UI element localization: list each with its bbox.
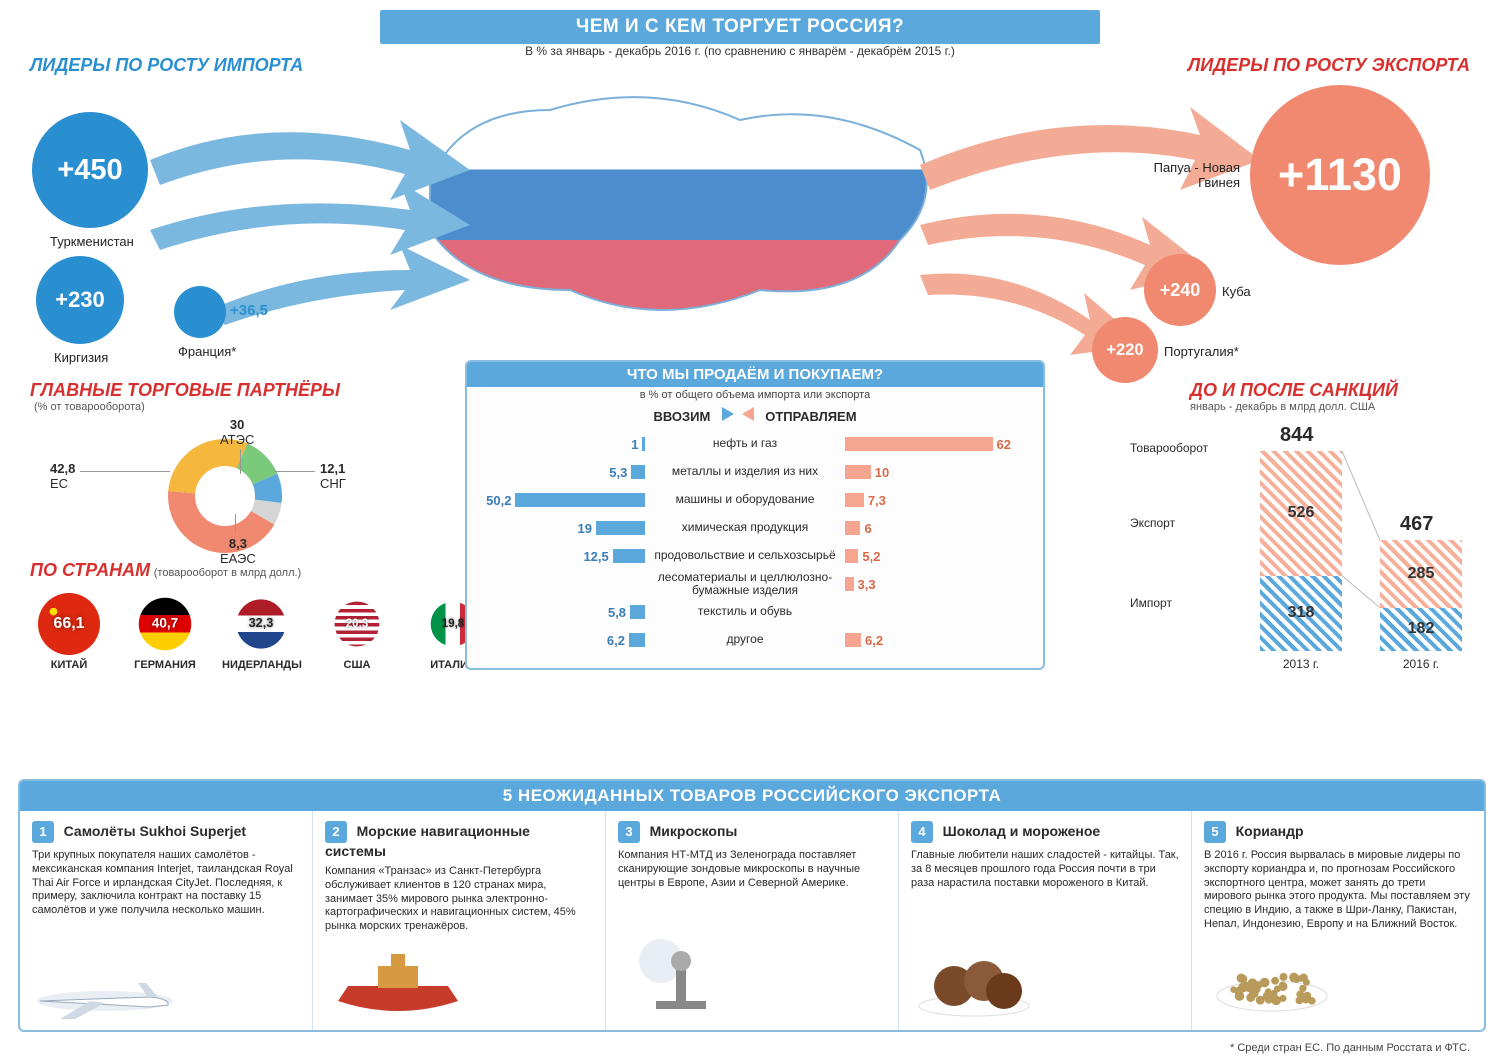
country-item: 40,7 ГЕРМАНИЯ [126, 593, 204, 671]
country-name: США [318, 659, 396, 671]
donut-lbl-apec: 30АТЭС [220, 417, 254, 447]
microscope-icon [616, 931, 726, 1024]
coriander-icon [1202, 941, 1342, 1024]
donut-lbl-cis: 12,1СНГ [320, 461, 346, 491]
growth-bubble-label: Португалия* [1164, 344, 1239, 359]
flag-icon: 32,3 [236, 599, 285, 648]
country-name: ГЕРМАНИЯ [126, 659, 204, 671]
export-card: 5 Кориандр В 2016 г. Россия вырвалась в … [1192, 811, 1484, 1030]
icecream-icon [909, 941, 1039, 1024]
growth-bubble: +1130 [1250, 85, 1430, 265]
page-subtitle: В % за январь - декабрь 2016 г. (по срав… [380, 44, 1100, 58]
country-name: КИТАЙ [30, 659, 108, 671]
structure-row: лесоматериалы и целлюлозно-бумажные изде… [475, 570, 1035, 598]
growth-bubble-label: Куба [1222, 284, 1251, 299]
card-text: Главные любители наших сладостей - китай… [911, 849, 1179, 890]
sanctions-block: ДО И ПОСЛЕ САНКЦИЙ январь - декабрь в мл… [1190, 380, 1470, 671]
countries-block: ПО СТРАНАМ (товарооборот в млрд долл.) 6… [30, 560, 492, 671]
flag-icon: 66,1 [38, 593, 100, 655]
sanctions-bar: 285 182 [1380, 540, 1462, 651]
card-number: 4 [911, 821, 933, 843]
sanc-export-lbl: Экспорт [1130, 516, 1175, 530]
structure-row: 5,8текстиль и обувь [475, 598, 1035, 626]
card-number: 3 [618, 821, 640, 843]
country-name: НИДЕРЛАНДЫ [222, 659, 300, 671]
five-exports-block: 5 НЕОЖИДАННЫХ ТОВАРОВ РОССИЙСКОГО ЭКСПОР… [18, 779, 1486, 1032]
country-item: 20,3 США [318, 593, 396, 671]
page-title: ЧЕМ И С КЕМ ТОРГУЕТ РОССИЯ? [380, 10, 1100, 44]
five-title: 5 НЕОЖИДАННЫХ ТОВАРОВ РОССИЙСКОГО ЭКСПОР… [20, 781, 1484, 811]
card-number: 2 [325, 821, 347, 843]
sanctions-bar: 526 318 [1260, 451, 1342, 651]
footnote: * Среди стран ЕС. По данным Росстата и Ф… [1230, 1042, 1470, 1054]
russia-map [400, 70, 960, 340]
sanc-import-lbl: Импорт [1130, 596, 1172, 610]
sanc-turnover-lbl: Товарооборот [1130, 441, 1208, 455]
main-partners-block: ГЛАВНЫЕ ТОРГОВЫЕ ПАРТНЁРЫ (% от товарооб… [30, 380, 450, 571]
structure-row: 6,2другое6,2 [475, 626, 1035, 654]
export-card: 3 Микроскопы Компания НТ-МТД из Зеленогр… [606, 811, 899, 1030]
plane-icon [30, 961, 180, 1024]
card-title: Кориандр [1236, 823, 1304, 839]
card-text: Компания НТ-МТД из Зеленограда поставляе… [618, 849, 886, 890]
growth-bubble: +220 [1092, 317, 1158, 383]
card-title: Шоколад и мороженое [943, 823, 1101, 839]
card-number: 1 [32, 821, 54, 843]
export-leaders-heading: ЛИДЕРЫ ПО РОСТУ ЭКСПОРТА [1188, 55, 1470, 76]
growth-bubble: +230 [36, 256, 124, 344]
structure-row: 12,5продовольствие и сельхозсырьё5,2 [475, 542, 1035, 570]
growth-bubble-label: Франция* [178, 344, 236, 359]
infographic-page: ЧЕМ И С КЕМ ТОРГУЕТ РОССИЯ? В % за январ… [0, 0, 1500, 1060]
card-title: Самолёты Sukhoi Superjet [64, 823, 246, 839]
growth-bubble-label: Папуа - Новая Гвинея [1130, 160, 1240, 190]
sanctions-subtitle: январь - декабрь в млрд долл. США [1190, 401, 1470, 413]
card-text: Компания «Транзас» из Санкт-Петербурга о… [325, 865, 593, 934]
card-number: 5 [1204, 821, 1226, 843]
partners-title: ГЛАВНЫЕ ТОРГОВЫЕ ПАРТНЁРЫ [30, 380, 340, 400]
structure-row: 5,3металлы и изделия из них10 [475, 458, 1035, 486]
country-item: 32,3 НИДЕРЛАНДЫ [222, 593, 300, 671]
card-title: Микроскопы [650, 823, 738, 839]
ship-icon [323, 951, 473, 1024]
card-text: В 2016 г. Россия вырвалась в мировые лид… [1204, 849, 1472, 932]
growth-bubble: +240 [1144, 254, 1216, 326]
import-leaders-heading: ЛИДЕРЫ ПО РОСТУ ИМПОРТА [30, 55, 303, 76]
structure-row: 50,2машины и оборудование7,3 [475, 486, 1035, 514]
growth-bubble [174, 286, 226, 338]
export-arrows [920, 95, 1260, 365]
export-card: 4 Шоколад и мороженое Главные любители н… [899, 811, 1192, 1030]
center-subtitle: в % от общего объема импорта или экспорт… [475, 389, 1035, 401]
growth-bubble-label: Киргизия [54, 350, 108, 365]
structure-row: 19химическая продукция6 [475, 514, 1035, 542]
flag-icon: 20,3 [335, 602, 380, 647]
card-title: Морские навигационные системы [325, 823, 530, 859]
flag-icon: 40,7 [139, 598, 191, 650]
import-export-structure: ЧТО МЫ ПРОДАЁМ И ПОКУПАЕМ? в % от общего… [465, 360, 1045, 670]
center-legend: ВВОЗИМ ОТПРАВЛЯЕМ [475, 407, 1035, 424]
export-card: 1 Самолёты Sukhoi Superjet Три крупных п… [20, 811, 313, 1030]
card-text: Три крупных покупателя наших самолётов -… [32, 849, 300, 918]
structure-row: 1нефть и газ62 [475, 430, 1035, 458]
growth-bubble: +450 [32, 112, 148, 228]
partners-subtitle: (% от товарооборота) [34, 401, 450, 413]
export-card: 2 Морские навигационные системы Компания… [313, 811, 606, 1030]
countries-title: ПО СТРАНАМ [30, 560, 150, 580]
country-item: 66,1 КИТАЙ [30, 593, 108, 671]
growth-bubble-label: Туркменистан [50, 234, 134, 249]
center-title: ЧТО МЫ ПРОДАЁМ И ПОКУПАЕМ? [467, 362, 1043, 387]
countries-subtitle: (товарооборот в млрд долл.) [154, 567, 301, 579]
donut-lbl-ec: 42,8ЕС [50, 461, 75, 491]
sanctions-title: ДО И ПОСЛЕ САНКЦИЙ [1190, 380, 1470, 401]
